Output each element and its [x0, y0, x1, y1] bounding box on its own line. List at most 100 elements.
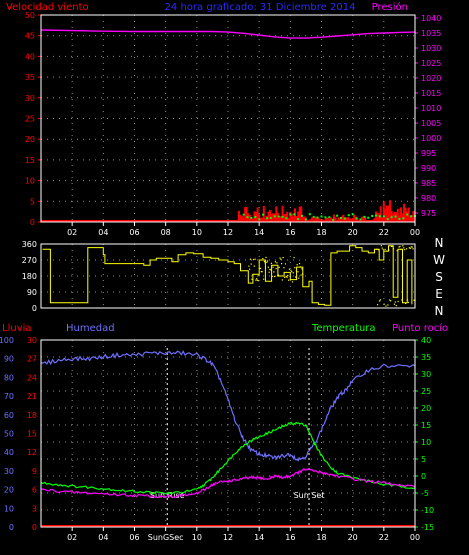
direction-point [279, 257, 281, 259]
direction-point [254, 258, 256, 260]
direction-point [268, 271, 270, 273]
time-tick-label: 12 [223, 228, 233, 237]
wind-tick-label: 35 [25, 73, 35, 82]
direction-point [301, 268, 303, 270]
direction-point [405, 248, 408, 250]
direction-point [403, 247, 405, 249]
direction-point [387, 304, 389, 306]
direction-point [396, 250, 398, 252]
direction-point [377, 249, 380, 251]
direction-point [380, 245, 382, 247]
time-tick-label: 14 [254, 228, 264, 237]
direction-point [288, 268, 290, 270]
wind-tick-label: 30 [25, 94, 35, 103]
direction-point [410, 246, 412, 248]
direction-point [272, 266, 274, 268]
time-tick-label: 16 [285, 533, 295, 542]
wind-tick-label: 10 [25, 177, 35, 186]
direction-point [285, 275, 287, 277]
pressure-tick-label: 1040 [421, 14, 441, 23]
dewpoint-line [40, 467, 416, 499]
gust-point [382, 215, 385, 218]
direction-point [257, 280, 259, 282]
humidity-tick-label: 30 [4, 467, 14, 476]
temp-tick-label: 30 [421, 370, 431, 379]
temp-tick-label: 40 [421, 336, 431, 345]
pressure-label: Presión [372, 1, 408, 13]
humidity-tick-label: 0 [9, 523, 14, 532]
time-tick-label: 22 [379, 228, 389, 237]
direction-point [409, 247, 411, 249]
direction-point [297, 271, 299, 273]
direction-point [263, 278, 265, 280]
temp-tick-label: 5 [421, 455, 426, 464]
direction-point [280, 263, 283, 265]
direction-point [287, 274, 289, 277]
gust-point [343, 217, 346, 220]
direction-tick-label: 180 [22, 272, 37, 281]
direction-point [292, 272, 294, 274]
humidity-tick-label: 40 [4, 448, 14, 457]
humidity-tick-label: 50 [4, 430, 14, 439]
rain-tick-label: 18 [27, 411, 37, 420]
gust-point [246, 216, 249, 219]
gust-point [406, 213, 409, 216]
time-tick-label: 22 [379, 533, 389, 542]
wind-tick-label: 20 [25, 135, 35, 144]
pressure-tick-label: 1030 [421, 44, 441, 53]
direction-tick-label: 360 [22, 240, 37, 249]
direction-point [275, 267, 277, 270]
direction-point [397, 300, 399, 303]
compass-label: W [433, 253, 445, 267]
gust-point [262, 213, 265, 216]
compass-label: E [435, 287, 443, 301]
time-tick-label: 18 [316, 533, 326, 542]
gust-point [308, 213, 311, 216]
direction-point [282, 256, 284, 259]
direction-point [263, 260, 266, 263]
gust-point [293, 213, 296, 216]
humidity-tick-label: 70 [4, 392, 14, 401]
direction-point [407, 301, 410, 303]
direction-point [277, 274, 280, 276]
direction-point [260, 271, 262, 273]
temperature-label: Temperatura [311, 323, 376, 334]
direction-point [280, 258, 282, 260]
direction-point [270, 262, 273, 264]
wind-direction-line [42, 245, 413, 306]
gust-point [297, 218, 300, 221]
pressure-tick-label: 995 [421, 149, 436, 158]
direction-point [412, 248, 414, 250]
direction-point [406, 299, 409, 301]
wind-tick-label: 45 [25, 32, 35, 41]
pressure-tick-label: 975 [421, 209, 436, 218]
gust-point [367, 216, 370, 219]
gust-point [371, 214, 374, 217]
direction-point [287, 279, 290, 281]
direction-point [273, 275, 276, 278]
direction-point [295, 270, 297, 272]
wind-tick-label: 50 [25, 11, 35, 20]
time-tick-label: 14 [254, 533, 264, 542]
time-tick-label: 18 [316, 228, 326, 237]
rain-tick-label: 3 [32, 504, 37, 513]
dewpoint-label: Punto rocío [392, 322, 448, 334]
direction-point [256, 278, 258, 280]
direction-point [379, 299, 381, 301]
direction-point [390, 300, 392, 302]
gust-point [301, 214, 304, 217]
pressure-tick-label: 1010 [421, 104, 441, 113]
humidity-tick-label: 20 [4, 486, 14, 495]
direction-point [298, 262, 301, 265]
gust-point [258, 218, 261, 221]
gust-point [277, 215, 280, 218]
gust-point [394, 215, 397, 218]
gust-point [242, 213, 245, 216]
direction-point [266, 260, 269, 262]
gust-point [363, 215, 366, 218]
pressure-tick-label: 1025 [421, 59, 441, 68]
gust-point [328, 216, 331, 219]
direction-point [299, 266, 301, 268]
time-tick-label: 10 [192, 533, 202, 542]
